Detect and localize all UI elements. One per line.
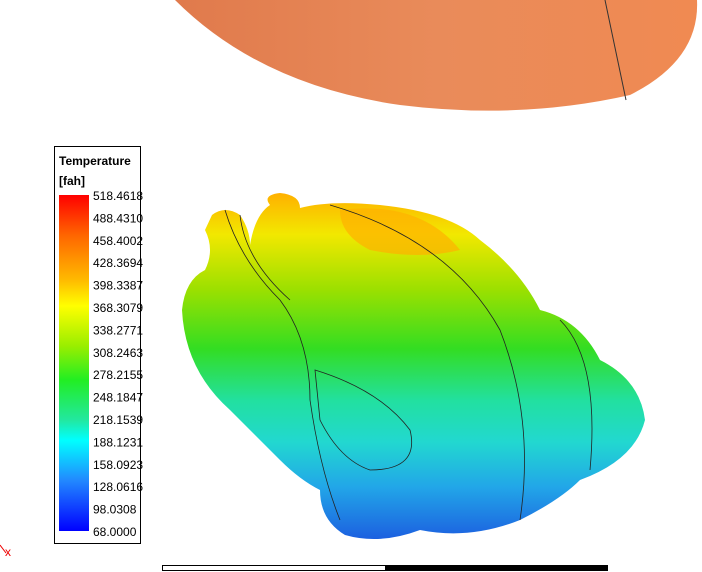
legend-label: 98.0308: [93, 503, 137, 517]
legend-label: 368.3079: [93, 301, 143, 315]
pan-edge: [604, 0, 627, 101]
axis-label: x: [5, 545, 11, 559]
scale-bar: [162, 565, 386, 571]
legend-label: 158.0923: [93, 458, 143, 472]
legend-label: 308.2463: [93, 346, 143, 360]
legend-label: 518.4618: [93, 189, 143, 203]
legend-label: 338.2771: [93, 323, 143, 337]
legend-label: 128.0616: [93, 480, 143, 494]
mesh-lines: [224, 204, 593, 521]
legend-label: 458.4002: [93, 234, 143, 248]
legend-label: 218.1539: [93, 413, 143, 427]
color-bar: [59, 195, 89, 531]
legend-label: 68.0000: [93, 525, 137, 539]
legend-label: 188.1231: [93, 435, 143, 449]
legend-unit: [fah]: [59, 174, 85, 188]
legend-label: 278.2155: [93, 368, 143, 382]
pan: [175, 0, 698, 111]
legend-title: Temperature: [59, 154, 131, 168]
legend-label: 398.3387: [93, 279, 143, 293]
model: [182, 193, 645, 539]
axis-line: [0, 544, 7, 554]
hotspot: [340, 208, 460, 255]
scale-bar: [385, 565, 608, 571]
legend-label: 428.3694: [93, 256, 143, 270]
legend-label: 488.4310: [93, 211, 143, 225]
legend-label: 248.1847: [93, 391, 143, 405]
legend-labels: 518.4618 488.4310 458.4002 428.3694 398.3387…: [93, 189, 143, 539]
